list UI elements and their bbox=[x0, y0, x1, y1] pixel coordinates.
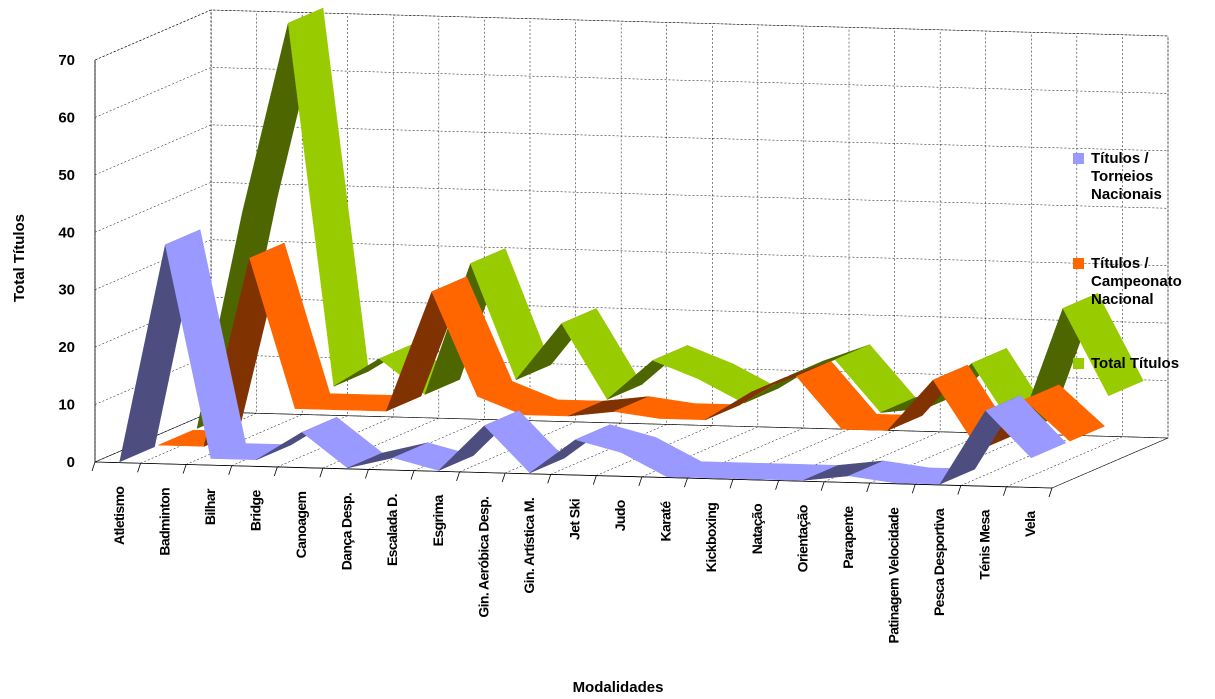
y-tick-label: 60 bbox=[58, 109, 75, 126]
x-category-label: Bridge bbox=[248, 490, 264, 532]
legend-swatch bbox=[1073, 258, 1084, 269]
x-category-label: Dança Desp. bbox=[339, 493, 355, 570]
gridlines bbox=[91, 9, 1169, 498]
x-category-label: Badminton bbox=[156, 488, 172, 556]
x-tick bbox=[137, 463, 141, 473]
y-gridline bbox=[94, 67, 1169, 118]
x-tick bbox=[228, 465, 233, 475]
x-tick bbox=[775, 480, 779, 490]
x-tick bbox=[91, 461, 96, 472]
x-category-label: Gin. Artística M. bbox=[521, 498, 537, 594]
x-tick bbox=[1048, 487, 1053, 498]
legend-item: Total Títulos bbox=[1073, 355, 1179, 372]
y-tick-label: 50 bbox=[58, 167, 75, 184]
y-tick-label: 10 bbox=[58, 397, 75, 414]
series-segment bbox=[985, 395, 1067, 459]
y-tick-label: 20 bbox=[58, 339, 75, 356]
x-tick bbox=[365, 469, 369, 479]
x-category-label: Ténis Mesa bbox=[977, 509, 993, 579]
y-tick-label: 40 bbox=[58, 224, 75, 241]
x-tick bbox=[638, 476, 643, 486]
x-tick bbox=[866, 482, 871, 493]
x-category-labels: Atletismo Badminton Bilhar Bridge Canoagem Da… bbox=[111, 487, 1038, 644]
y-tick-label: 0 bbox=[67, 454, 75, 471]
x-category-label: Gin. Aeróbica Desp. bbox=[475, 497, 491, 618]
y-tick-labels: 0 10 20 30 40 50 60 70 bbox=[58, 52, 75, 471]
x-tick bbox=[182, 464, 187, 474]
x-category-label: Esgrima bbox=[430, 494, 446, 546]
y-tick-label: 70 bbox=[58, 52, 75, 69]
x-category-label: Karaté bbox=[658, 501, 674, 542]
x-category-label: Pesca Desportiva bbox=[931, 508, 947, 616]
x-category-label: Vela bbox=[1022, 511, 1038, 537]
x-category-label: Parapente bbox=[840, 506, 856, 569]
legend-label: Títulos / Torneios Nacionais bbox=[1091, 150, 1162, 203]
x-category-label: Jet Ski bbox=[567, 499, 583, 540]
x-tick bbox=[820, 481, 825, 491]
x-category-label: Judo bbox=[612, 500, 628, 531]
x-category-label: Escalada D. bbox=[384, 494, 400, 566]
x-category-label: Orientação bbox=[794, 505, 810, 572]
x-category-label: Atletismo bbox=[111, 487, 127, 545]
x-axis-line bbox=[94, 461, 1053, 489]
x-category-label: Bilhar bbox=[202, 488, 218, 525]
x-tick bbox=[501, 473, 506, 483]
y-tick-label: 30 bbox=[58, 282, 75, 299]
legend-item: Títulos / Torneios Nacionais bbox=[1073, 150, 1162, 203]
legend-swatch bbox=[1073, 153, 1084, 164]
legend: Títulos / Torneios Nacionais Títulos / Campe… bbox=[1073, 150, 1182, 372]
x-axis-title: Modalidades bbox=[573, 679, 664, 696]
x-tick bbox=[729, 479, 734, 489]
legend-item: Títulos / Campeonato Nacional bbox=[1073, 255, 1182, 308]
series-ribbons bbox=[119, 7, 1144, 485]
x-tick bbox=[957, 485, 962, 495]
x-category-label: Natação bbox=[749, 504, 765, 554]
series-3 bbox=[196, 7, 1144, 434]
x-tick bbox=[684, 477, 688, 488]
x-tick bbox=[273, 466, 278, 477]
x-tick bbox=[1003, 486, 1007, 496]
series-segment bbox=[1023, 384, 1106, 442]
y-gridline bbox=[94, 239, 1169, 290]
series-segment bbox=[1062, 293, 1144, 397]
x-category-label: Canoagem bbox=[293, 491, 309, 558]
x-tick bbox=[319, 468, 324, 478]
x-category-label: Kickboxing bbox=[703, 503, 719, 573]
legend-label: Total Títulos bbox=[1091, 355, 1179, 372]
y-axis-title: Total Títulos bbox=[11, 214, 28, 302]
x-tick bbox=[410, 470, 415, 480]
x-tick bbox=[592, 475, 597, 485]
x-tick bbox=[456, 471, 460, 482]
x-category-label: Patinagem Velocidade bbox=[886, 507, 902, 644]
series-1 bbox=[119, 229, 1067, 485]
legend-swatch bbox=[1073, 358, 1084, 369]
x-tick bbox=[547, 474, 552, 484]
legend-label: Títulos / Campeonato Nacional bbox=[1091, 255, 1182, 308]
x-tick bbox=[911, 484, 916, 494]
